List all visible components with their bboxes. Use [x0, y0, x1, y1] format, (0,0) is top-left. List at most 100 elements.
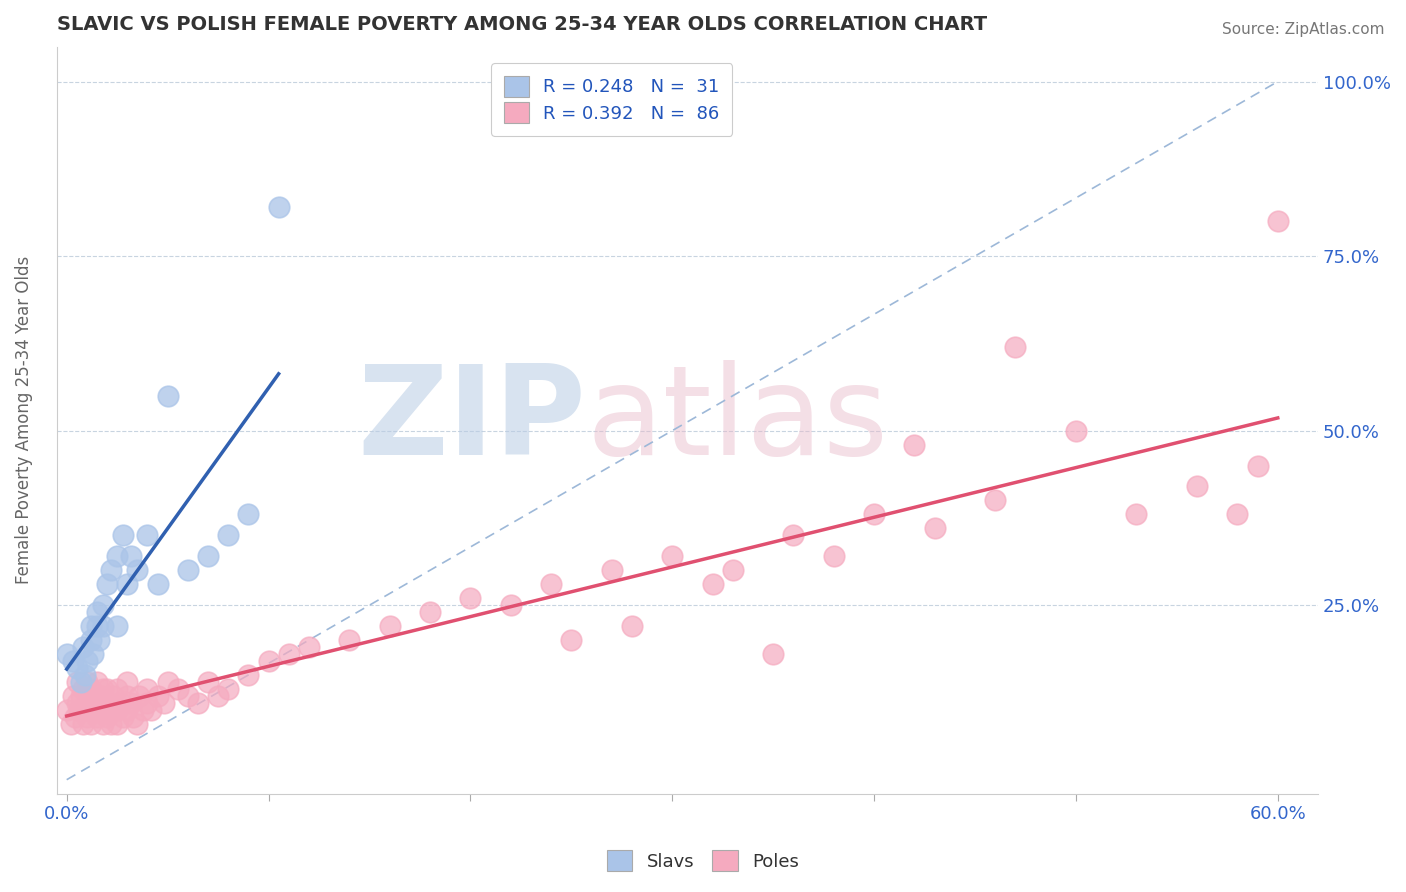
- Point: [76, 710, 98, 724]
- Point: [62, 654, 84, 668]
- Point: [112, 528, 135, 542]
- Point: [207, 689, 229, 703]
- Point: [1064, 424, 1087, 438]
- Point: [82, 647, 104, 661]
- Point: [141, 703, 163, 717]
- Point: [721, 563, 744, 577]
- Point: [77, 696, 100, 710]
- Point: [86, 675, 108, 690]
- Point: [101, 689, 124, 703]
- Point: [217, 528, 239, 542]
- Point: [105, 717, 128, 731]
- Point: [1125, 508, 1147, 522]
- Point: [91, 681, 114, 696]
- Legend: R = 0.248   N =  31, R = 0.392   N =  86: R = 0.248 N = 31, R = 0.392 N = 86: [491, 63, 733, 136]
- Point: [76, 654, 98, 668]
- Point: [66, 696, 89, 710]
- Point: [177, 563, 200, 577]
- Point: [197, 549, 219, 564]
- Point: [105, 681, 128, 696]
- Point: [105, 703, 128, 717]
- Point: [87, 703, 110, 717]
- Point: [560, 633, 582, 648]
- Point: [91, 717, 114, 731]
- Point: [112, 710, 135, 724]
- Point: [136, 681, 159, 696]
- Point: [59, 717, 82, 731]
- Point: [110, 696, 132, 710]
- Point: [96, 681, 118, 696]
- Point: [146, 689, 169, 703]
- Point: [238, 508, 260, 522]
- Point: [661, 549, 683, 564]
- Point: [984, 493, 1007, 508]
- Point: [419, 605, 441, 619]
- Point: [823, 549, 845, 564]
- Point: [620, 619, 643, 633]
- Point: [87, 633, 110, 648]
- Point: [96, 710, 118, 724]
- Point: [105, 549, 128, 564]
- Point: [55, 647, 77, 661]
- Point: [1226, 508, 1249, 522]
- Point: [80, 633, 103, 648]
- Point: [540, 577, 562, 591]
- Point: [86, 619, 108, 633]
- Point: [76, 675, 98, 690]
- Point: [122, 710, 145, 724]
- Point: [72, 640, 94, 654]
- Point: [197, 675, 219, 690]
- Point: [146, 577, 169, 591]
- Point: [66, 675, 89, 690]
- Point: [73, 668, 96, 682]
- Point: [117, 577, 139, 591]
- Point: [166, 681, 188, 696]
- Point: [62, 689, 84, 703]
- Point: [100, 717, 122, 731]
- Point: [217, 681, 239, 696]
- Point: [128, 689, 150, 703]
- Point: [91, 598, 114, 612]
- Text: atlas: atlas: [586, 359, 889, 481]
- Point: [378, 619, 401, 633]
- Point: [80, 619, 103, 633]
- Legend: Slavs, Poles: Slavs, Poles: [600, 843, 806, 879]
- Point: [90, 689, 112, 703]
- Point: [100, 563, 122, 577]
- Point: [187, 696, 209, 710]
- Point: [96, 577, 118, 591]
- Point: [63, 710, 86, 724]
- Point: [67, 703, 90, 717]
- Point: [69, 675, 91, 690]
- Point: [82, 703, 104, 717]
- Point: [177, 689, 200, 703]
- Point: [460, 591, 482, 606]
- Point: [277, 647, 299, 661]
- Point: [337, 633, 360, 648]
- Point: [1185, 479, 1208, 493]
- Point: [127, 563, 149, 577]
- Point: [238, 668, 260, 682]
- Point: [782, 528, 804, 542]
- Point: [257, 654, 280, 668]
- Point: [105, 619, 128, 633]
- Point: [156, 389, 179, 403]
- Point: [84, 689, 107, 703]
- Y-axis label: Female Poverty Among 25-34 Year Olds: Female Poverty Among 25-34 Year Olds: [15, 256, 32, 584]
- Point: [600, 563, 623, 577]
- Point: [120, 696, 142, 710]
- Point: [924, 521, 946, 535]
- Point: [298, 640, 321, 654]
- Point: [66, 661, 89, 675]
- Point: [55, 703, 77, 717]
- Point: [86, 710, 108, 724]
- Point: [903, 437, 925, 451]
- Point: [120, 549, 142, 564]
- Point: [86, 605, 108, 619]
- Text: SLAVIC VS POLISH FEMALE POVERTY AMONG 25-34 YEAR OLDS CORRELATION CHART: SLAVIC VS POLISH FEMALE POVERTY AMONG 25…: [56, 15, 987, 34]
- Point: [69, 689, 91, 703]
- Point: [863, 508, 886, 522]
- Point: [72, 717, 94, 731]
- Point: [98, 696, 121, 710]
- Point: [152, 696, 174, 710]
